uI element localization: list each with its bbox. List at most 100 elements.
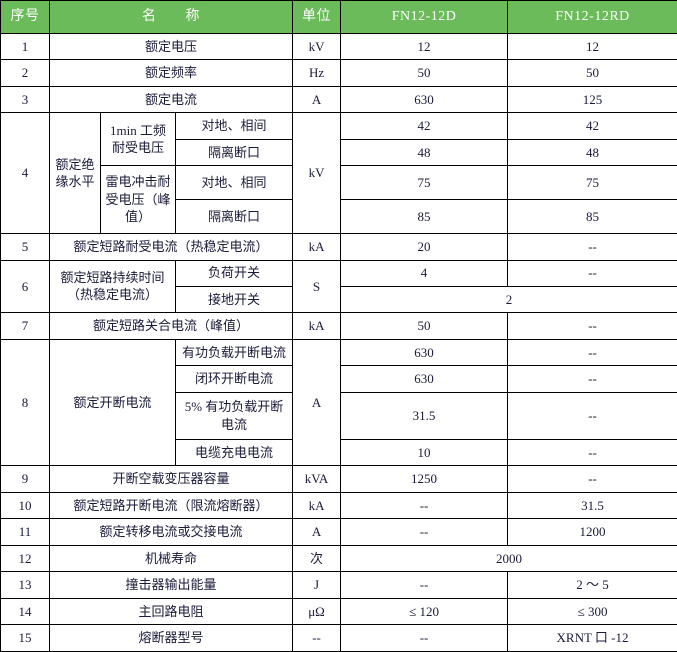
- header-unit: 单位: [292, 0, 342, 34]
- value-fn12-12d: 20: [340, 233, 509, 261]
- row-name: 额定短路开断电流（限流熔断器）: [48, 491, 294, 520]
- table-row: 11 额定转移电流或交接电流 A -- 1200: [0, 518, 677, 546]
- row-seq: 7: [0, 312, 50, 340]
- value-fn12-12rd: --: [507, 338, 677, 367]
- value-fn12-12rd: 2 ～ 5: [507, 571, 677, 599]
- row-unit: A: [292, 518, 342, 546]
- value-fn12-12rd: 125: [507, 85, 677, 114]
- value-fn12-12d: 50: [340, 312, 509, 340]
- table-row: 9 开断空载变压器容量 kVA 1250 --: [0, 465, 677, 493]
- value-fn12-12rd: 1200: [507, 518, 677, 546]
- row-seq: 11: [0, 518, 50, 546]
- row-unit: kA: [292, 491, 342, 520]
- value-fn12-12rd: --: [507, 312, 677, 340]
- row-seq: 4: [0, 112, 50, 235]
- value-fn12-12d: --: [340, 491, 509, 520]
- row-name: 机械寿命: [48, 544, 294, 573]
- row-seq: 15: [0, 624, 50, 652]
- row-name: 额定短路关合电流（峰值）: [48, 312, 294, 340]
- value-fn12-12rd: XRNT 口 -12: [507, 624, 677, 652]
- row-name: 额定绝缘水平: [49, 112, 101, 235]
- table-row: 雷电冲击耐受电压（峰值） 对地、相同 75 75: [1, 165, 677, 235]
- value-fn12-12d: 10: [340, 438, 509, 467]
- row-unit: kV: [292, 112, 342, 235]
- table-row: 1 额定电压 kV 12 12: [0, 32, 677, 61]
- row-seq: 12: [0, 544, 50, 573]
- value-fn12-12d: 1250: [340, 465, 509, 493]
- row-unit: A: [292, 338, 342, 467]
- value-fn12-12rd: --: [507, 391, 677, 440]
- table-row: 8 额定开断电流 有功负载开断电流 A 630 --: [0, 338, 677, 467]
- row-subitem-label: 对地、相同: [174, 165, 294, 201]
- row-subitem-label: 接地开关: [174, 285, 294, 314]
- row-unit: --: [292, 624, 342, 652]
- value-fn12-12rd: 85: [507, 199, 677, 235]
- row-name: 额定电压: [48, 32, 294, 61]
- value-fn12-12rd: 31.5: [507, 491, 677, 520]
- row-unit: Hz: [292, 59, 342, 87]
- row-unit: kA: [292, 312, 342, 340]
- header-model-fn12-12d: FN12-12D: [340, 0, 509, 34]
- row-subitem-label: 对地、相间: [174, 112, 294, 140]
- row-seq: 5: [0, 233, 50, 261]
- row-unit: S: [292, 259, 342, 314]
- row-seq: 3: [0, 85, 50, 114]
- row-name: 主回路电阻: [48, 597, 294, 626]
- value-fn12-12rd: --: [507, 438, 677, 467]
- value-fn12-12d: 50: [340, 59, 509, 87]
- row-unit: 次: [292, 544, 342, 573]
- value-fn12-12d: 31.5: [340, 391, 509, 440]
- value-fn12-12rd: 42: [507, 112, 677, 140]
- value-fn12-12rd: --: [507, 259, 677, 287]
- table-row: 电缆充电电流 10 --: [1, 438, 677, 467]
- value-fn12-12d: --: [340, 624, 509, 652]
- row-name: 额定转移电流或交接电流: [48, 518, 294, 546]
- value-fn12-12d: 630: [340, 85, 509, 114]
- table-row: 3 额定电流 A 630 125: [0, 85, 677, 114]
- row-unit: kV: [292, 32, 342, 61]
- row-name: 额定短路耐受电流（热稳定电流）: [48, 233, 294, 261]
- value-fn12-12d: 4: [340, 259, 509, 287]
- value-fn12-12rd: 48: [507, 138, 677, 167]
- value-fn12-12d: 85: [340, 199, 509, 235]
- row-unit: kA: [292, 233, 342, 261]
- table-row: 接地开关 2: [1, 285, 677, 314]
- table-row: 2 额定频率 Hz 50 50: [0, 59, 677, 87]
- row-unit: μΩ: [292, 597, 342, 626]
- value-fn12-12d: 42: [340, 112, 509, 140]
- row-subitem-label: 负荷开关: [174, 259, 294, 287]
- table-row: 5% 有功负载开断电流 31.5 --: [1, 391, 677, 440]
- row-seq: 13: [0, 571, 50, 599]
- table-row: 6 额定短路持续时间（热稳定电流） 负荷开关 S 4 --: [0, 259, 677, 314]
- row-seq: 1: [0, 32, 50, 61]
- row-subitem-label: 隔离断口: [174, 138, 294, 167]
- value-fn12-12rd: 75: [507, 165, 677, 201]
- header-model-fn12-12rd: FN12-12RD: [507, 0, 677, 34]
- row-name: 撞击器输出能量: [48, 571, 294, 599]
- value-fn12-12rd: --: [507, 365, 677, 393]
- table-row: 10 额定短路开断电流（限流熔断器） kA -- 31.5: [0, 491, 677, 520]
- row-seq: 8: [0, 338, 50, 467]
- row-name: 额定电流: [48, 85, 294, 114]
- value-fn12-12d: 75: [340, 165, 509, 201]
- row-subitem-label: 闭环开断电流: [174, 365, 294, 393]
- row-subitem-label: 有功负载开断电流: [174, 338, 294, 367]
- value-fn12-12d: 630: [340, 365, 509, 393]
- table-row: 7 额定短路关合电流（峰值） kA 50 --: [0, 312, 677, 340]
- row-unit: J: [292, 571, 342, 599]
- value-fn12-12d: 48: [340, 138, 509, 167]
- value-fn12-12rd: 12: [507, 32, 677, 61]
- row-seq: 10: [0, 491, 50, 520]
- value-fn12-12rd: --: [507, 465, 677, 493]
- value-fn12-12rd: ≤ 300: [507, 597, 677, 626]
- row-seq: 2: [0, 59, 50, 87]
- value-merged: 2000: [340, 544, 677, 573]
- row-subgroup-lightning-impulse: 雷电冲击耐受电压（峰值）: [100, 165, 176, 235]
- value-merged: 2: [340, 285, 677, 314]
- row-name: 额定频率: [48, 59, 294, 87]
- row-subitem-label: 电缆充电电流: [174, 438, 294, 467]
- table-row: 14 主回路电阻 μΩ ≤ 120 ≤ 300: [0, 597, 677, 626]
- table-row: 4 额定绝缘水平 1min 工频耐受电压 对地、相间 kV 42 42: [0, 112, 677, 235]
- row-name: 额定短路持续时间（热稳定电流）: [49, 259, 176, 314]
